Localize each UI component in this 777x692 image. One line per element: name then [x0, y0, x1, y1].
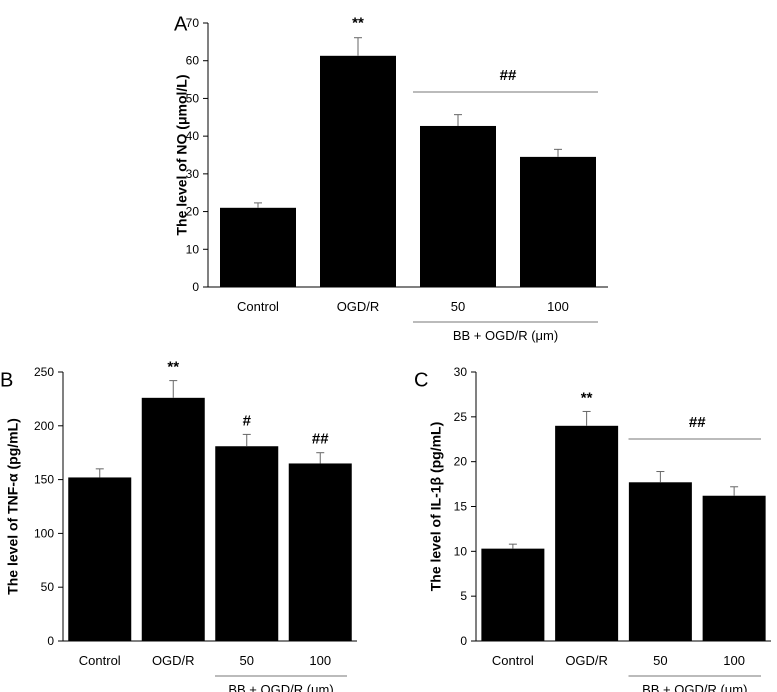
y-tick-label-c: 20	[454, 455, 468, 469]
panel-letter-c: C	[414, 370, 428, 392]
x-tick-label-c-0: Control	[492, 653, 534, 668]
x-tick-label-a-2: 50	[451, 299, 465, 314]
group-label-c: BB + OGD/R (μm)	[642, 682, 747, 692]
y-tick-label-c: 15	[454, 500, 468, 514]
significance-mark-b-1: #	[243, 412, 252, 429]
significance-mark-a-1: ##	[500, 67, 517, 84]
y-tick-label-a: 20	[186, 205, 200, 219]
bar-a-2	[420, 125, 496, 288]
bar-a-1	[320, 55, 396, 287]
y-tick-label-a: 30	[186, 167, 200, 181]
x-tick-label-b-1: OGD/R	[152, 653, 195, 668]
bar-b-0	[68, 477, 132, 641]
bar-a-3	[520, 156, 596, 287]
y-tick-label-b: 50	[41, 580, 55, 594]
significance-mark-c-1: ##	[689, 414, 706, 431]
y-tick-label-b: 250	[34, 365, 54, 379]
panel-letter-a: A	[174, 14, 188, 36]
y-tick-label-c: 5	[460, 589, 467, 603]
x-tick-label-b-2: 50	[240, 653, 254, 668]
x-tick-label-b-0: Control	[79, 653, 121, 668]
group-label-a: BB + OGD/R (μm)	[453, 328, 558, 343]
bar-c-1	[555, 425, 619, 641]
x-tick-label-b-3: 100	[309, 653, 331, 668]
y-tick-label-a: 70	[186, 16, 200, 30]
y-tick-label-a: 10	[186, 242, 200, 256]
significance-mark-a-0: **	[352, 15, 364, 32]
y-tick-label-a: 0	[192, 280, 199, 294]
bar-b-2	[215, 446, 279, 641]
x-tick-label-c-2: 50	[653, 653, 667, 668]
significance-mark-b-0: **	[167, 359, 179, 376]
y-axis-label-a: The level of NO (μmol/L)	[174, 74, 190, 235]
y-tick-label-a: 40	[186, 129, 200, 143]
bar-c-0	[481, 548, 545, 641]
y-tick-label-c: 30	[454, 365, 468, 379]
y-tick-label-c: 25	[454, 410, 468, 424]
significance-mark-b-2: ##	[312, 431, 329, 448]
y-axis-label-b: The level of TNF-α (pg/mL)	[5, 418, 21, 595]
y-tick-label-a: 50	[186, 91, 200, 105]
significance-mark-c-0: **	[581, 389, 593, 406]
x-tick-label-c-3: 100	[723, 653, 745, 668]
y-tick-label-c: 10	[454, 544, 468, 558]
panel-letter-b: B	[0, 370, 13, 392]
bar-a-0	[220, 207, 296, 287]
y-tick-label-a: 60	[186, 54, 200, 68]
y-tick-label-b: 200	[34, 419, 54, 433]
y-tick-label-b: 150	[34, 473, 54, 487]
x-tick-label-a-1: OGD/R	[337, 299, 380, 314]
y-tick-label-b: 100	[34, 526, 54, 540]
x-tick-label-c-1: OGD/R	[565, 653, 608, 668]
bar-c-2	[628, 482, 692, 641]
group-label-b: BB + OGD/R (μm)	[228, 682, 333, 692]
bar-c-3	[702, 495, 766, 641]
x-tick-label-a-3: 100	[547, 299, 569, 314]
y-axis-label-c: The level of IL-1β (pg/mL)	[428, 422, 444, 592]
bar-b-1	[141, 397, 205, 641]
y-tick-label-c: 0	[460, 634, 467, 648]
bar-b-3	[288, 463, 352, 641]
y-tick-label-b: 0	[47, 634, 54, 648]
x-tick-label-a-0: Control	[237, 299, 279, 314]
